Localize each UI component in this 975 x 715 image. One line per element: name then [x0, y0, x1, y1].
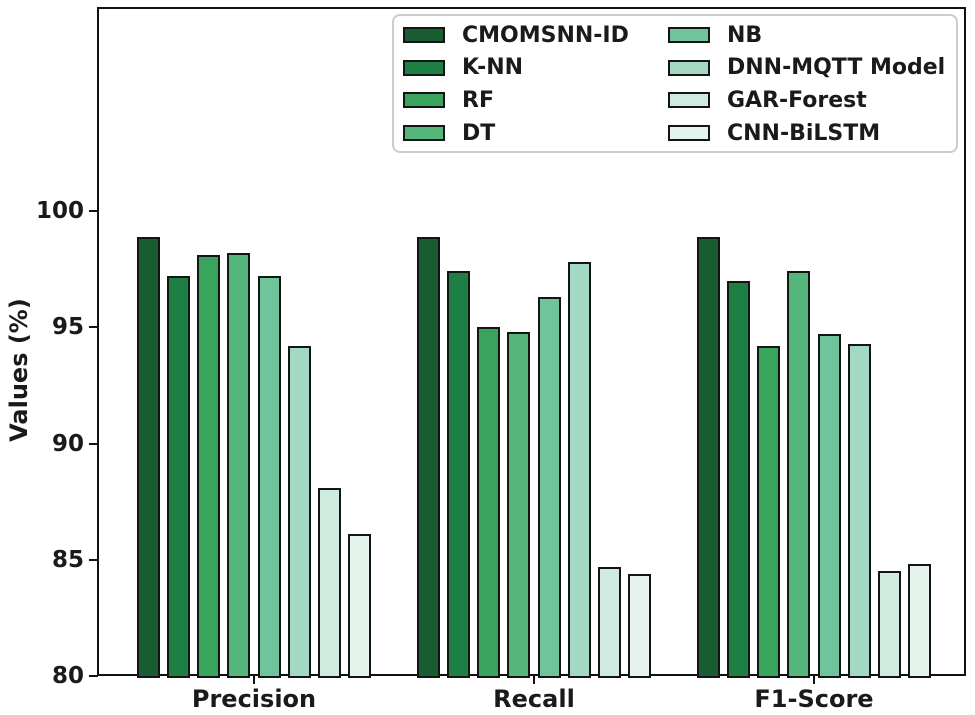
bar-dnn-mqtt-model-precision — [287, 345, 311, 678]
legend-label: NB — [727, 22, 763, 48]
y-tick-label: 100 — [35, 198, 84, 224]
legend-swatch-icon — [403, 92, 445, 109]
bar-cnn-bilstm-f1-score — [908, 564, 932, 678]
y-tick-mark — [89, 675, 98, 677]
legend-swatch-icon — [668, 92, 710, 109]
legend-column-left: CMOMSNN-ID K-NN RF DT — [403, 19, 629, 149]
legend-label: GAR-Forest — [727, 87, 867, 113]
bar-cmomsnn-id-f1-score — [696, 236, 720, 678]
y-tick-label: 95 — [51, 314, 84, 341]
y-tick-label: 80 — [51, 663, 84, 689]
bar-dnn-mqtt-model-f1-score — [847, 343, 871, 678]
x-tick-label-recall: Recall — [493, 685, 575, 713]
bar-k-nn-f1-score — [726, 280, 750, 678]
y-tick-mark — [89, 442, 98, 445]
x-tick-label-precision: Precision — [191, 685, 317, 713]
bar-k-nn-recall — [446, 271, 470, 678]
bar-gar-forest-f1-score — [877, 571, 901, 678]
legend-item-dt: DT — [403, 117, 629, 150]
legend-label: DNN-MQTT Model — [727, 55, 946, 81]
bar-gar-forest-recall — [597, 566, 621, 678]
legend-item-dnn-mqtt-model: DNN-MQTT Model — [668, 52, 945, 85]
y-tick-label: 90 — [51, 430, 84, 457]
legend-swatch-icon — [668, 125, 710, 142]
bar-dnn-mqtt-model-recall — [567, 262, 591, 678]
bar-gar-forest-precision — [317, 487, 341, 678]
bar-cnn-bilstm-precision — [348, 534, 372, 678]
legend-swatch-icon — [668, 59, 710, 76]
legend-item-rf: RF — [403, 84, 629, 117]
bar-rf-f1-score — [757, 345, 781, 678]
bar-rf-precision — [197, 255, 221, 678]
bar-cmomsnn-id-precision — [136, 236, 160, 678]
x-tick-mark — [813, 676, 815, 684]
bar-dt-recall — [507, 331, 531, 678]
bar-nb-precision — [257, 276, 281, 678]
bar-cnn-bilstm-recall — [628, 573, 652, 678]
legend-swatch-icon — [403, 125, 445, 142]
legend: CMOMSNN-ID K-NN RF DT NB DNN-MQTT Model GAR-F… — [392, 14, 958, 153]
bar-dt-f1-score — [787, 271, 811, 678]
bar-cmomsnn-id-recall — [416, 236, 440, 678]
x-tick-mark — [533, 676, 535, 684]
legend-column-right: NB DNN-MQTT Model GAR-Forest CNN-BiLSTM — [668, 19, 945, 149]
bar-nb-recall — [537, 297, 561, 678]
legend-swatch-icon — [403, 27, 445, 44]
y-tick-mark — [89, 558, 98, 561]
y-tick-mark — [89, 326, 98, 329]
legend-label: K-NN — [462, 55, 524, 81]
bar-dt-precision — [227, 252, 251, 678]
x-tick-mark — [253, 676, 255, 684]
legend-label: CNN-BiLSTM — [727, 120, 881, 146]
legend-swatch-icon — [668, 27, 710, 44]
bar-k-nn-precision — [166, 276, 190, 678]
y-tick-mark — [89, 210, 98, 212]
legend-label: CMOMSNN-ID — [462, 22, 629, 48]
legend-item-k-nn: K-NN — [403, 52, 629, 85]
legend-item-nb: NB — [668, 19, 945, 52]
bar-nb-f1-score — [817, 334, 841, 678]
x-tick-label-f1-score: F1-Score — [754, 685, 874, 713]
legend-label: RF — [462, 87, 494, 113]
legend-label: DT — [462, 120, 496, 146]
legend-swatch-icon — [403, 59, 445, 76]
legend-item-cnn-bilstm: CNN-BiLSTM — [668, 117, 945, 150]
bar-rf-recall — [477, 327, 501, 678]
legend-item-cmomsnn-id: CMOMSNN-ID — [403, 19, 629, 52]
legend-item-gar-forest: GAR-Forest — [668, 84, 945, 117]
y-tick-label: 85 — [51, 546, 84, 573]
